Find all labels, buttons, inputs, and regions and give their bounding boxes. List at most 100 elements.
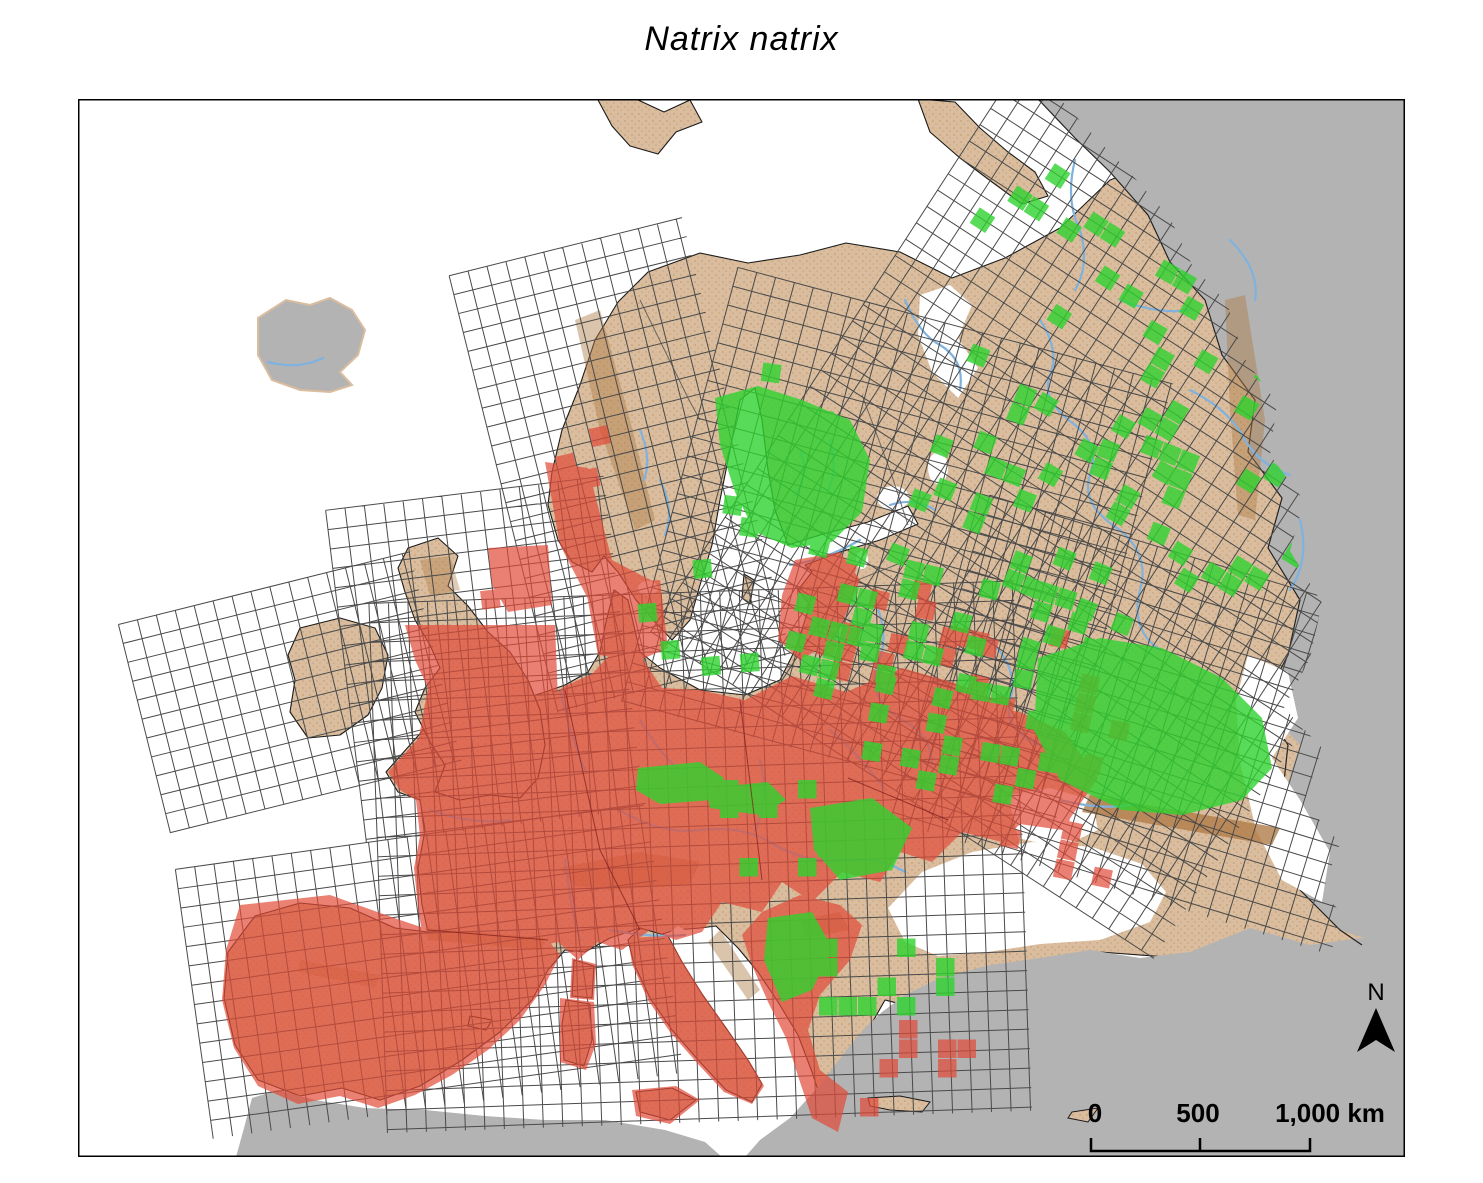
record-cell: [1066, 611, 1091, 636]
record-cell: [1005, 401, 1031, 426]
record-cell: [1110, 612, 1135, 637]
record-cell: [1023, 195, 1050, 222]
record-cell: [1014, 767, 1037, 790]
record-cell: [829, 431, 851, 453]
record-cell: [1083, 211, 1109, 238]
record-cell: [1017, 636, 1042, 661]
record-cell: [1090, 866, 1113, 889]
record-cell: [936, 977, 955, 996]
record-cell: [1001, 568, 1026, 593]
record-cell: [1167, 540, 1194, 567]
record-cell: [819, 938, 838, 957]
record-cell: [897, 997, 916, 1016]
record-cell: [793, 592, 817, 615]
record-cell: [819, 997, 838, 1016]
record-cell: [637, 602, 658, 623]
record-cell: [915, 770, 937, 792]
record-cell: [798, 654, 822, 677]
record-cell: [1099, 222, 1126, 248]
record-cell: [838, 997, 857, 1016]
record-cell: [962, 510, 987, 535]
record-cell: [950, 611, 973, 634]
scalebar-label-1000: 1,000 km: [1275, 1098, 1385, 1128]
record-cell: [941, 735, 963, 757]
record-cell: [957, 1039, 976, 1058]
record-cell: [720, 780, 739, 799]
record-cell: [921, 564, 945, 587]
record-cell: [938, 754, 960, 776]
scalebar-label-500: 500: [1176, 1098, 1219, 1128]
record-cell: [808, 535, 831, 559]
record-cell: [1044, 163, 1071, 189]
record-cell: [1200, 561, 1227, 587]
green-records-layer: [636, 163, 1316, 1016]
record-cell: [902, 639, 926, 663]
record-cell: [739, 652, 760, 673]
record-cell: [984, 455, 1009, 480]
record-cell: [817, 658, 841, 682]
record-cell: [868, 702, 890, 724]
record-cell: [827, 620, 850, 644]
record-cell: [720, 799, 739, 818]
record-cell: [722, 494, 744, 516]
record-cell: [966, 343, 991, 368]
record-cell: [899, 1039, 918, 1058]
region-east-of-study: [1038, 99, 1405, 952]
record-cell: [1052, 546, 1077, 571]
record-cell: [858, 641, 881, 663]
record-cell: [1042, 624, 1066, 648]
record-cell: [1193, 349, 1219, 375]
region-north-africa: [236, 1090, 722, 1157]
record-cell: [700, 655, 721, 676]
record-cell: [1173, 567, 1200, 594]
record-cell: [1154, 416, 1180, 442]
record-cell: [494, 547, 516, 569]
map-title: Natrix natrix: [644, 20, 839, 58]
record-cell: [929, 433, 954, 459]
record-cell: [845, 545, 869, 568]
record-cell: [1052, 858, 1075, 881]
record-cell: [855, 587, 878, 611]
record-cell: [990, 684, 1012, 706]
record-cell: [1137, 406, 1163, 433]
record-cell: [588, 424, 611, 448]
record-cell: [887, 632, 910, 655]
record-cell: [899, 1020, 918, 1039]
record-cell: [739, 516, 760, 538]
record-cell: [933, 477, 958, 502]
record-cell: [969, 492, 994, 517]
record-cell: [813, 409, 835, 431]
record-cell: [1012, 796, 1034, 818]
region-iceland: [257, 296, 367, 394]
north-arrow: N: [1357, 979, 1395, 1052]
record-cell: [760, 362, 782, 384]
record-cell: [1118, 283, 1144, 309]
record-cell: [1074, 438, 1100, 464]
record-cell: [1135, 716, 1159, 740]
record-cell: [999, 745, 1021, 767]
record-cell: [1163, 399, 1190, 426]
record-cell: [563, 490, 586, 513]
record-cell: [1122, 691, 1147, 715]
record-cell: [1139, 434, 1164, 459]
record-cell: [931, 687, 954, 710]
record-cell: [1105, 501, 1131, 527]
record-cell: [858, 997, 877, 1016]
record-cell: [811, 574, 834, 597]
record-cell: [1050, 803, 1072, 825]
record-cell: [798, 780, 817, 799]
record-cell: [1044, 713, 1066, 736]
record-cell: [970, 680, 993, 703]
record-cell: [1244, 565, 1270, 592]
record-cell: [978, 578, 1001, 601]
record-cell: [1139, 363, 1166, 389]
record-cell: [1088, 561, 1113, 586]
country-borders-west: [427, 689, 949, 941]
north-label: N: [1367, 979, 1384, 1006]
record-cell: [1142, 319, 1168, 346]
record-cell: [1161, 485, 1186, 510]
record-cell: [900, 697, 924, 720]
record-cell: [1096, 438, 1121, 463]
record-cell: [1056, 217, 1082, 243]
